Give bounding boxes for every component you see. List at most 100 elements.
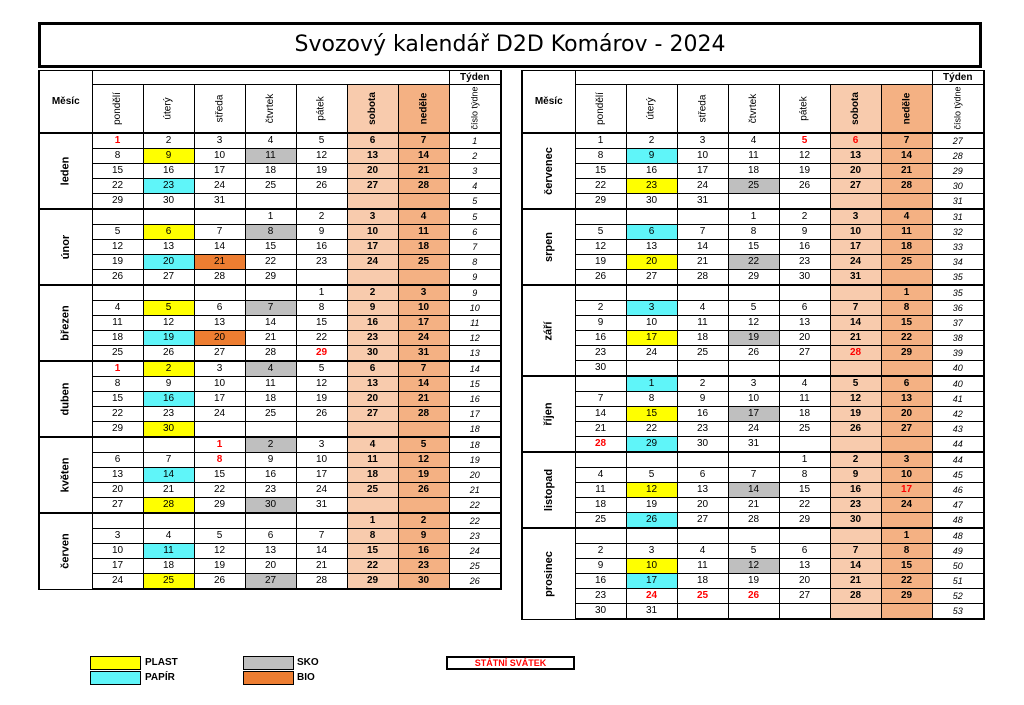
day-cell: 24 <box>91 573 144 590</box>
day-cell: 3 <box>193 360 246 377</box>
day-cell <box>778 603 831 620</box>
calendar-right-half: Měsíc Týden pondělí úterý středa čtvrtek pátek… <box>521 70 986 620</box>
day-header-label: neděle <box>901 92 912 125</box>
day-cell <box>829 527 882 544</box>
week-row: 24 25 26 27 28 29 30 26 <box>39 573 503 590</box>
week-header: Týden <box>931 70 986 85</box>
day-header: úterý <box>142 84 195 134</box>
day-cell: 6 <box>829 132 882 149</box>
day-cell <box>829 193 882 210</box>
week-row: 6 7 8 9 10 11 12 19 <box>39 452 503 468</box>
day-cell: 13 <box>346 376 399 392</box>
day-cell: 19 <box>727 330 780 346</box>
week-number-cell: 5 <box>448 208 503 225</box>
week-row: 29 30 31 5 <box>39 193 503 210</box>
day-cell <box>142 436 195 453</box>
day-header: pondělí <box>91 84 144 134</box>
day-cell: 28 <box>397 178 450 194</box>
day-cell: 22 <box>91 178 144 194</box>
month-name: červen <box>59 533 72 569</box>
week-number-cell: 40 <box>931 360 986 377</box>
month-name: květen <box>59 457 72 493</box>
day-cell: 18 <box>244 163 297 179</box>
week-row: 5 6 7 8 9 10 11 32 <box>522 224 986 240</box>
day-cell: 22 <box>244 254 297 270</box>
day-cell: 29 <box>346 573 399 590</box>
day-cell: 4 <box>727 132 780 149</box>
day-cell: 6 <box>193 300 246 316</box>
week-number-cell: 39 <box>931 345 986 361</box>
day-cell <box>625 451 678 468</box>
day-cell: 19 <box>91 254 144 270</box>
day-cell: 14 <box>244 315 297 331</box>
day-header-label: sobota <box>850 92 861 125</box>
day-cell: 13 <box>829 148 882 164</box>
day-cell: 19 <box>295 391 348 407</box>
month-header: Měsíc <box>521 70 576 134</box>
week-number-cell: 40 <box>931 375 986 392</box>
day-cell: 20 <box>880 406 933 422</box>
day-cell: 29 <box>880 588 933 604</box>
day-cell: 21 <box>574 421 627 437</box>
week-number-cell: 9 <box>448 284 503 301</box>
day-cell: 31 <box>625 603 678 620</box>
week-row: 2 3 4 5 6 7 8 49 <box>522 543 986 559</box>
week-row: 14 15 16 17 18 19 20 42 <box>522 406 986 422</box>
day-cell <box>829 603 882 620</box>
day-cell: 16 <box>295 239 348 255</box>
day-cell: 26 <box>829 421 882 437</box>
month-name: duben <box>59 382 72 416</box>
month-cell: leden <box>38 132 93 210</box>
day-cell: 25 <box>574 512 627 529</box>
day-cell: 25 <box>778 421 831 437</box>
day-cell: 19 <box>625 497 678 513</box>
day-cell: 5 <box>193 528 246 544</box>
day-cell: 11 <box>727 148 780 164</box>
day-cell: 27 <box>346 406 399 422</box>
day-cell: 11 <box>880 224 933 240</box>
day-cell: 3 <box>676 132 729 149</box>
week-number-cell: 12 <box>448 330 503 346</box>
day-cell: 10 <box>193 148 246 164</box>
day-cell: 16 <box>397 543 450 559</box>
day-cell: 16 <box>346 315 399 331</box>
day-cell: 25 <box>244 178 297 194</box>
week-row: 27 28 29 30 31 22 <box>39 497 503 514</box>
day-cell: 24 <box>625 588 678 604</box>
week-number-cell: 16 <box>448 391 503 407</box>
day-cell <box>142 512 195 529</box>
day-cell: 8 <box>574 148 627 164</box>
day-header: neděle <box>397 84 450 134</box>
day-cell: 29 <box>625 436 678 453</box>
day-cell: 18 <box>574 497 627 513</box>
week-number-cell: 30 <box>931 178 986 194</box>
day-cell: 7 <box>142 452 195 468</box>
day-cell: 30 <box>778 269 831 286</box>
day-cell: 4 <box>778 375 831 392</box>
day-cell: 12 <box>829 391 882 407</box>
week-row: 25 26 27 28 29 30 48 <box>522 512 986 529</box>
week-number-cell: 5 <box>448 193 503 210</box>
day-cell: 21 <box>244 330 297 346</box>
month-cell: květen <box>38 436 93 514</box>
day-cell: 26 <box>727 345 780 361</box>
day-cell: 22 <box>295 330 348 346</box>
day-cell <box>676 451 729 468</box>
day-cell: 8 <box>244 224 297 240</box>
week-number-cell: 26 <box>448 573 503 590</box>
day-cell: 5 <box>778 132 831 149</box>
day-cell: 20 <box>625 254 678 270</box>
week-row: březen 1 2 3 9 <box>38 284 503 362</box>
header-blank <box>574 70 933 85</box>
day-cell: 21 <box>829 330 882 346</box>
day-cell: 15 <box>880 558 933 574</box>
day-cell: 29 <box>727 269 780 286</box>
day-cell: 19 <box>193 558 246 574</box>
month-cell: prosinec <box>521 527 576 620</box>
day-cell <box>625 208 678 225</box>
day-cell: 11 <box>142 543 195 559</box>
day-cell: 10 <box>625 558 678 574</box>
day-cell: 8 <box>295 300 348 316</box>
day-cell: 27 <box>91 497 144 514</box>
day-cell: 20 <box>142 254 195 270</box>
